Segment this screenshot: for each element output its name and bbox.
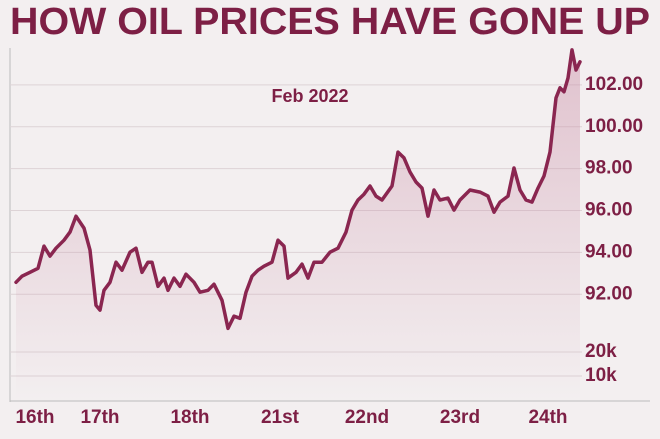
line [14,48,582,331]
area [16,49,580,401]
y-tick-label: 98.00 [585,158,633,179]
x-tick-label: 22nd [345,407,389,428]
x-tick-label: 23rd [440,407,480,428]
y-tick-label: 92.00 [585,283,633,304]
x-tick-label: 16th [15,407,54,428]
y-tick-label: 100.00 [585,116,643,137]
y2-tick-label: 20k [585,341,617,362]
x-tick-label: 17th [80,407,119,428]
y-tick-label: 96.00 [585,200,633,221]
x-tick-label: 18th [170,407,209,428]
y-tick-label: 94.00 [585,241,633,262]
annotation: Feb 2022 [271,86,348,106]
y-tick-label: 102.00 [585,74,643,95]
chart-title: HOW OIL PRICES HAVE GONE UP [10,1,650,43]
y2-tick-label: 10k [585,365,617,386]
x-tick-label: 21st [261,407,300,428]
x-tick-label: 24th [528,407,567,428]
